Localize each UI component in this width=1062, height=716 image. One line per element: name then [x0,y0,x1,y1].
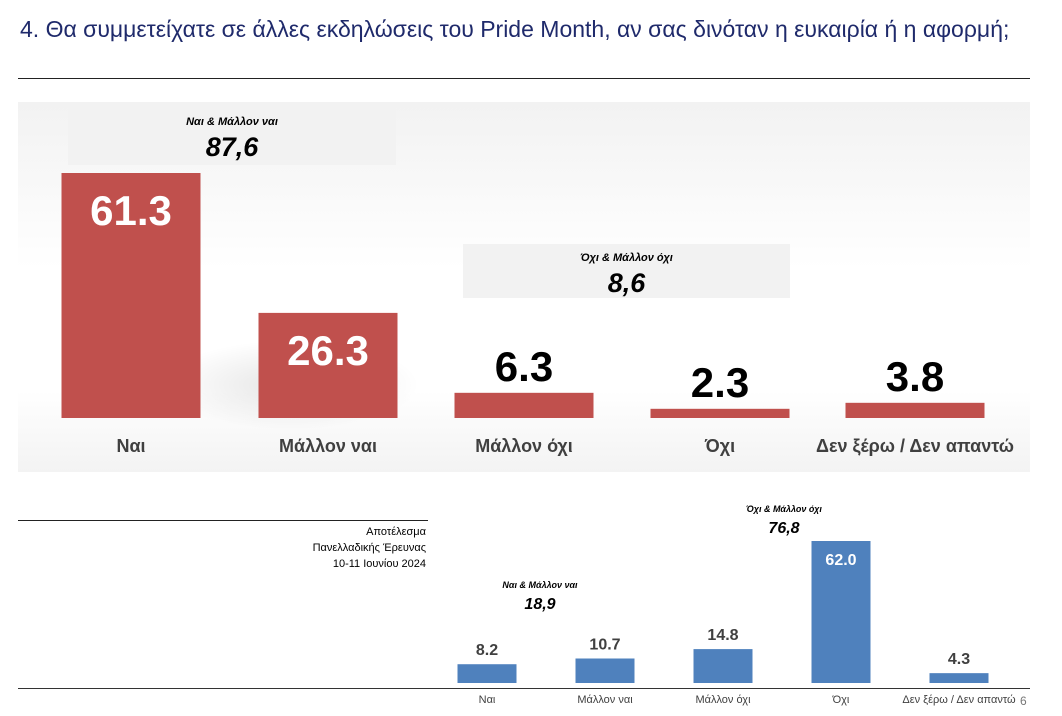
small-bar-value-label: 10.7 [589,636,620,653]
small-group-yes-label: Ναι & Μάλλον ναι [502,580,578,590]
survey-info-line3: 10-11 Ιουνίου 2024 [332,558,426,570]
small-category-label: Δεν ξέρω / Δεν απαντώ [902,694,1016,706]
main-bar [258,312,398,418]
small-category-label: Όχι [832,694,850,706]
main-group-yes-box: Ναι & Μάλλον ναι 87,6 [68,108,396,165]
main-bar [650,408,790,418]
page-number: 6 [1020,694,1027,708]
main-group-yes-value: 87,6 [205,132,259,162]
small-category-label: Μάλλον όχι [695,694,751,706]
main-group-yes-label: Ναι & Μάλλον ναι [186,116,278,128]
survey-info-line2: Πανελλαδικής Έρευνας [312,542,426,554]
main-category-label: Μάλλον ναι [279,436,377,456]
small-category-label: Ναι [479,694,496,706]
small-bar [457,664,517,683]
small-bar [929,673,989,683]
small-bar-value-label: 8.2 [476,642,498,659]
main-bar-value-label: 3.8 [886,353,944,400]
small-bar-value-label: 14.8 [707,627,738,644]
main-bar-value-label: 6.3 [495,343,553,390]
small-bar-value-label: 62.0 [825,552,856,569]
small-group-no: Όχι & Μάλλον όχι 76,8 [714,504,854,538]
small-bar [575,658,635,683]
small-category-label: Μάλλον ναι [577,694,633,706]
main-bar-value-label: 26.3 [287,327,369,374]
main-bar [454,392,594,418]
main-bar [845,402,985,418]
main-bar-value-label: 2.3 [691,359,749,406]
survey-info-line1: Αποτέλεσμα [366,526,426,538]
footer-divider [18,688,1030,689]
survey-info: Αποτέλεσμα Πανελλαδικής Έρευνας 10-11 Ιο… [18,524,426,572]
page-title: 4. Θα συμμετείχατε σε άλλες εκδηλώσεις τ… [20,16,1010,42]
small-bar [693,649,753,683]
small-group-no-value: 76,8 [768,520,800,537]
small-bar [811,541,871,683]
main-category-label: Δεν ξέρω / Δεν απαντώ [816,436,1014,457]
title-divider [18,78,1030,79]
main-group-no-label: Όχι & Μάλλον όχι [580,252,673,264]
small-bar-value-label: 4.3 [948,651,970,668]
main-group-no-box: Όχι & Μάλλον όχι 8,6 [463,244,790,298]
main-category-label: Όχι [704,436,735,456]
main-bar-value-label: 61.3 [90,187,172,234]
small-group-yes: Ναι & Μάλλον ναι 18,9 [470,580,610,614]
small-group-yes-value: 18,9 [524,596,556,613]
small-group-no-label: Όχι & Μάλλον όχι [746,504,822,514]
main-category-label: Μάλλον όχι [475,436,573,456]
main-category-label: Ναι [116,436,145,456]
main-group-no-value: 8,6 [607,268,646,298]
meta-divider [18,520,428,521]
main-bar [61,173,201,418]
